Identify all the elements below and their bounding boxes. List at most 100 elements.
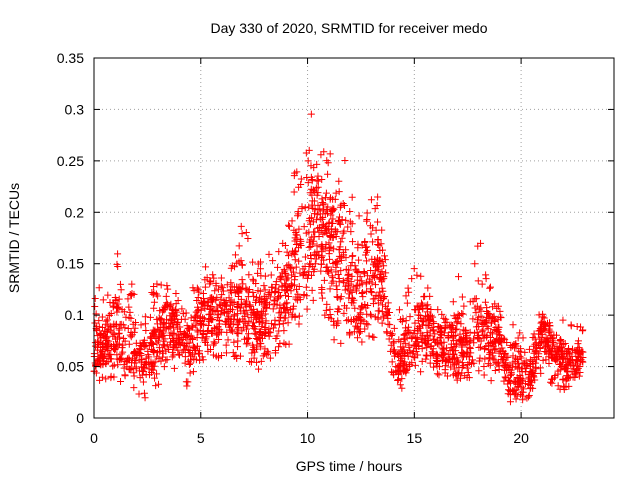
data-point bbox=[375, 241, 383, 249]
data-point bbox=[272, 284, 280, 292]
data-point bbox=[574, 337, 582, 345]
data-point bbox=[358, 303, 366, 311]
data-point bbox=[450, 332, 458, 340]
data-point bbox=[519, 385, 527, 393]
data-point bbox=[127, 291, 135, 299]
data-point bbox=[499, 356, 507, 364]
data-point bbox=[506, 387, 514, 395]
data-point bbox=[311, 260, 319, 268]
data-point bbox=[250, 322, 258, 330]
data-point bbox=[394, 376, 402, 384]
data-point bbox=[378, 284, 386, 292]
data-point bbox=[486, 283, 494, 291]
data-point bbox=[317, 267, 325, 275]
data-point bbox=[107, 323, 115, 331]
data-point bbox=[271, 320, 279, 328]
data-point bbox=[291, 276, 299, 284]
data-point bbox=[118, 306, 126, 314]
data-point bbox=[187, 314, 195, 322]
data-point bbox=[401, 366, 409, 374]
data-point bbox=[124, 295, 132, 303]
data-point bbox=[335, 188, 343, 196]
data-point bbox=[211, 339, 219, 347]
data-point bbox=[376, 288, 384, 296]
data-point bbox=[112, 320, 120, 328]
data-point bbox=[303, 305, 311, 313]
data-point bbox=[430, 363, 438, 371]
data-point bbox=[174, 297, 182, 305]
data-point bbox=[358, 277, 366, 285]
data-point bbox=[262, 295, 270, 303]
data-point bbox=[565, 382, 573, 390]
data-point bbox=[497, 339, 505, 347]
data-point bbox=[380, 314, 388, 322]
data-point bbox=[312, 255, 320, 263]
data-point bbox=[343, 317, 351, 325]
data-point bbox=[328, 272, 336, 280]
data-point bbox=[367, 196, 375, 204]
data-point bbox=[438, 344, 446, 352]
data-point bbox=[322, 306, 330, 314]
data-point bbox=[248, 358, 256, 366]
data-point bbox=[447, 363, 455, 371]
data-point bbox=[264, 290, 272, 298]
data-point bbox=[522, 364, 530, 372]
data-point bbox=[199, 300, 207, 308]
data-point bbox=[169, 336, 177, 344]
data-point bbox=[371, 259, 379, 267]
data-point bbox=[203, 298, 211, 306]
data-point bbox=[471, 260, 479, 268]
data-point bbox=[447, 340, 455, 348]
data-point bbox=[411, 361, 419, 369]
data-point bbox=[150, 348, 158, 356]
data-point bbox=[303, 292, 311, 300]
data-point bbox=[304, 179, 312, 187]
data-point bbox=[288, 264, 296, 272]
data-point bbox=[332, 189, 340, 197]
data-point bbox=[243, 335, 251, 343]
data-point bbox=[526, 362, 534, 370]
data-point bbox=[454, 370, 462, 378]
data-point bbox=[492, 338, 500, 346]
data-point bbox=[295, 257, 303, 265]
data-point bbox=[401, 367, 409, 375]
data-point bbox=[342, 216, 350, 224]
data-point bbox=[310, 186, 318, 194]
data-point bbox=[504, 353, 512, 361]
data-point bbox=[560, 364, 568, 372]
data-point bbox=[492, 360, 500, 368]
data-point bbox=[327, 225, 335, 233]
data-point bbox=[290, 188, 298, 196]
x-tick-label: 0 bbox=[90, 430, 98, 446]
data-point bbox=[433, 370, 441, 378]
data-point bbox=[536, 344, 544, 352]
data-point bbox=[218, 291, 226, 299]
data-point bbox=[255, 328, 263, 336]
data-point bbox=[367, 230, 375, 238]
data-point bbox=[373, 263, 381, 271]
x-axis-label: GPS time / hours bbox=[296, 458, 403, 474]
data-point bbox=[318, 247, 326, 255]
data-point bbox=[95, 355, 103, 363]
data-point bbox=[403, 349, 411, 357]
data-point bbox=[354, 268, 362, 276]
data-point bbox=[161, 342, 169, 350]
data-point bbox=[533, 355, 541, 363]
data-point bbox=[517, 391, 525, 399]
data-point bbox=[363, 257, 371, 265]
data-point bbox=[277, 313, 285, 321]
data-point bbox=[316, 215, 324, 223]
data-point bbox=[405, 323, 413, 331]
data-point bbox=[336, 243, 344, 251]
data-point bbox=[125, 303, 133, 311]
grid-lines bbox=[94, 58, 614, 418]
data-point bbox=[518, 383, 526, 391]
data-point bbox=[276, 274, 284, 282]
data-point bbox=[294, 212, 302, 220]
data-point bbox=[333, 286, 341, 294]
data-point bbox=[326, 150, 334, 158]
data-point bbox=[91, 319, 99, 327]
data-point bbox=[125, 340, 133, 348]
data-point bbox=[266, 354, 274, 362]
data-point bbox=[446, 323, 454, 331]
